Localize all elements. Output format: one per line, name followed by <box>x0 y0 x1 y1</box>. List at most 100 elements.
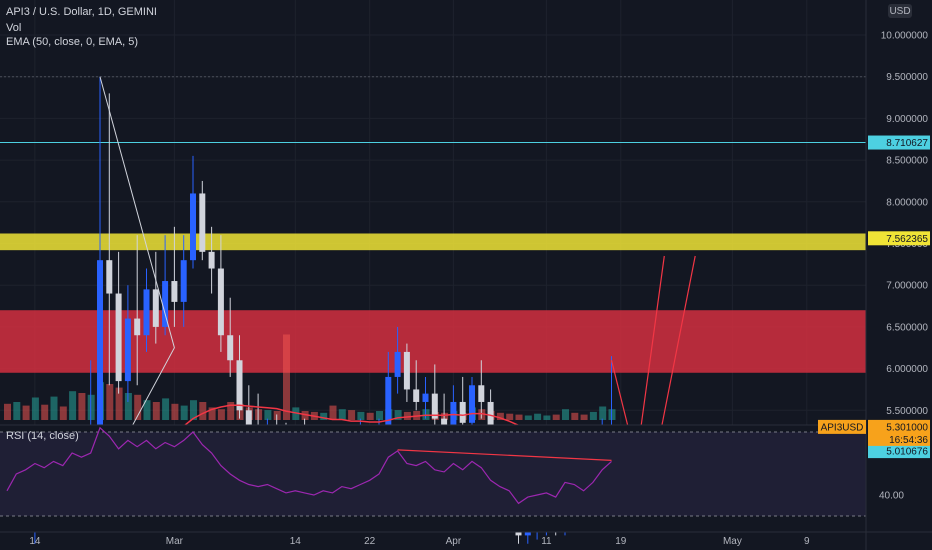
volume-bar <box>543 415 551 420</box>
rsi-tick-label: 40.00 <box>879 491 904 502</box>
price-tag-upper-bg <box>868 135 930 150</box>
price-tag-lower: 5.010676 <box>886 447 928 458</box>
time-tick-label: 14 <box>290 536 302 547</box>
volume-bar <box>106 384 114 420</box>
candle-body <box>115 293 122 382</box>
volume-bar <box>115 387 123 420</box>
candle-body <box>236 360 243 411</box>
candle-body <box>217 268 224 336</box>
currency-label: USD <box>889 6 910 17</box>
volume-bar <box>124 393 132 420</box>
volume-bar <box>264 410 272 420</box>
candle-body <box>134 318 141 336</box>
time-tick-label: 19 <box>615 536 627 547</box>
price-tick-label: 6.000000 <box>886 364 928 375</box>
candle-body <box>245 410 252 432</box>
currency-badge <box>888 4 912 18</box>
time-tick-label: 9 <box>804 536 810 547</box>
candle-body <box>459 401 466 423</box>
candle-body <box>478 385 485 402</box>
time-tick-label: Mar <box>166 536 184 547</box>
symbol-title: API3 / U.S. Dollar, 1D, GEMINI <box>6 6 157 18</box>
candle-body <box>199 193 206 252</box>
volume-bar <box>320 412 328 420</box>
countdown-tag: 16:54:36 <box>889 435 928 446</box>
volume-bar <box>152 402 160 420</box>
volume-bar <box>338 409 346 420</box>
candle-body <box>124 318 131 382</box>
candle-body <box>422 393 429 402</box>
price-tick-label: 5.500000 <box>886 406 928 417</box>
volume-bar <box>171 403 179 420</box>
volume-bar <box>357 411 365 420</box>
ema-legend: EMA (50, close, 0, EMA, 5) <box>6 36 139 48</box>
volume-bar <box>366 412 374 420</box>
candle-body <box>162 281 169 327</box>
candle-body <box>143 289 150 336</box>
volume-bar <box>59 406 67 420</box>
volume-bar <box>580 414 588 420</box>
volume-bar <box>329 405 337 420</box>
rsi-legend: RSI (14, close) <box>6 430 79 442</box>
volume-bar <box>524 415 532 420</box>
volume-bar <box>13 402 21 420</box>
candle-body <box>106 260 113 294</box>
price-tick-label: 8.000000 <box>886 197 928 208</box>
candle-body <box>208 251 215 269</box>
volume-bar <box>31 397 39 420</box>
price-tag-upper: 8.710627 <box>886 138 928 149</box>
candle-body <box>180 260 187 302</box>
volume-bar <box>571 412 579 420</box>
current-price-tag-bg <box>868 419 930 446</box>
candle-body <box>97 260 103 448</box>
time-tick-label: 22 <box>364 536 376 547</box>
volume-bar <box>22 405 30 420</box>
volume-bar <box>69 391 77 420</box>
volume-bar <box>199 402 207 420</box>
volume-bar <box>283 334 290 420</box>
time-tick-label: May <box>723 536 742 547</box>
price-tag-yellow: 7.562365 <box>886 234 928 245</box>
volume-bar <box>143 400 151 420</box>
price-tick-label: 7.000000 <box>886 281 928 292</box>
volume-bar <box>599 406 607 420</box>
volume-bar <box>50 396 58 420</box>
volume-legend: Vol <box>6 22 22 34</box>
volume-bar <box>376 411 383 420</box>
symbol-tag: API3USD <box>821 422 864 433</box>
volume-bar <box>190 400 197 420</box>
volume-bar <box>180 405 188 420</box>
price-tick-label: 6.500000 <box>886 322 928 333</box>
candle-body <box>431 393 438 419</box>
candle-body <box>403 351 410 390</box>
volume-bar <box>515 414 523 420</box>
candle-body <box>227 335 234 361</box>
volume-bar <box>134 394 142 420</box>
volume-bar <box>217 409 225 420</box>
triangle-drawing <box>99 76 175 440</box>
volume-bar <box>552 414 560 420</box>
rsi-background <box>0 425 866 532</box>
price-tick-label: 8.500000 <box>886 156 928 167</box>
price-tag-lower-bg <box>868 444 930 459</box>
volume-bar <box>534 413 542 420</box>
volume-bar <box>41 404 49 420</box>
current-price-tag: 5.301000 <box>886 422 928 433</box>
price-axis-background <box>866 0 932 550</box>
candle-body <box>413 389 420 402</box>
rsi-line <box>6 426 612 505</box>
time-tick-label: 11 <box>541 536 552 547</box>
volume-bar <box>162 398 170 420</box>
volume-bar <box>403 411 411 420</box>
time-tick-label: Apr <box>446 536 462 547</box>
candle-body <box>171 281 178 302</box>
candle-body <box>469 385 475 423</box>
rsi-divergence-line <box>397 449 612 461</box>
volume-bar <box>4 403 11 420</box>
volume-bar <box>292 407 300 420</box>
rsi-band <box>0 432 866 516</box>
candle-body <box>152 289 159 327</box>
price-tick-label: 10.000000 <box>881 31 929 42</box>
